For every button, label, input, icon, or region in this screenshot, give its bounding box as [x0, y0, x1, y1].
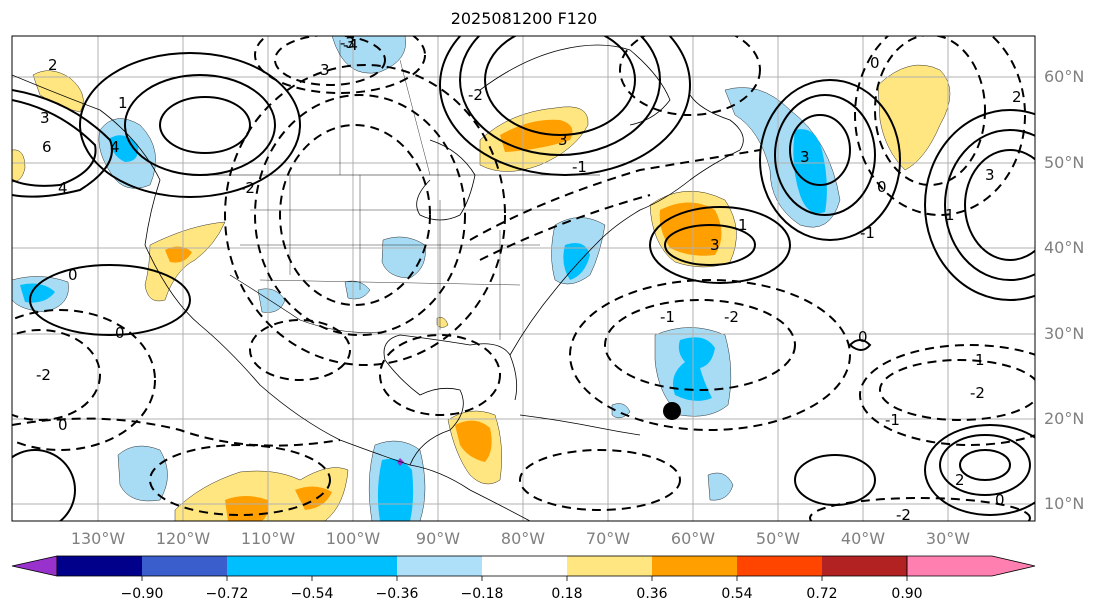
- contour-label: 4: [110, 138, 120, 156]
- contour-label: 4: [58, 179, 68, 197]
- contour-label: 3: [800, 148, 810, 166]
- colorbar-high-extension: [906, 555, 1036, 577]
- map-area: 4 2 1 3 6 4 -2 0 3 3 -3 -4 -2 -1 3 1 3 0…: [12, 34, 1035, 524]
- contour-label: 1: [945, 206, 955, 224]
- lon-label: 70°W: [585, 529, 631, 548]
- contour-label: 3: [320, 61, 330, 79]
- contour-value-labels: 4 2 1 3 6 4 -2 0 3 3 -3 -4 -2 -1 3 1 3 0…: [36, 34, 1022, 524]
- lon-label: 100°W: [325, 529, 381, 548]
- contour-label: -4: [343, 36, 358, 54]
- contour-label: 0: [115, 324, 125, 342]
- lon-label: 130°W: [70, 529, 126, 548]
- lon-label: 80°W: [500, 529, 546, 548]
- colorbar-tick-label: 0.72: [806, 586, 838, 602]
- contour-label: 3: [710, 236, 720, 254]
- lat-label: 60°N: [1044, 67, 1085, 86]
- contour-label: 0: [58, 416, 68, 434]
- contour-label: 1: [118, 94, 128, 112]
- colorbar-tick-label: −0.18: [460, 586, 504, 602]
- contour-label: 6: [42, 138, 52, 156]
- coastlines: [12, 40, 744, 521]
- colorbar: [11, 555, 1036, 581]
- colorbar-low-extension: [11, 555, 58, 577]
- colorbar-tick-label: 0.36: [636, 586, 668, 602]
- contour-label: -2: [896, 506, 911, 524]
- contour-label: -3: [340, 34, 355, 52]
- contour-label: 3: [558, 131, 568, 149]
- contour-label: -2: [724, 308, 739, 326]
- contour-label: 0: [995, 491, 1005, 509]
- lon-label: 60°W: [670, 529, 716, 548]
- lon-label: 90°W: [415, 529, 461, 548]
- contour-label: -2: [970, 384, 985, 402]
- map-title: 2025081200 F120: [450, 9, 598, 28]
- contour-lines: [12, 36, 1035, 521]
- contour-label: -1: [572, 158, 587, 176]
- shaded-anomaly-patches: [12, 36, 951, 521]
- contour-label: 1: [738, 216, 748, 234]
- colorbar-tick-label: −0.54: [290, 586, 334, 602]
- contour-label: 2: [955, 471, 965, 489]
- contour-label: -2: [36, 366, 51, 384]
- lat-label: 20°N: [1044, 409, 1085, 428]
- lon-label: 30°W: [925, 529, 971, 548]
- contour-label: -1: [885, 411, 900, 429]
- contour-label: 0: [68, 266, 78, 284]
- contour-label: 0: [858, 328, 868, 346]
- colorbar-tick-label: −0.36: [375, 586, 419, 602]
- map-border: [11, 35, 1036, 522]
- lat-label: 10°N: [1044, 494, 1085, 513]
- contour-label: 3: [40, 109, 50, 127]
- colorbar-tick-label: −0.72: [205, 586, 249, 602]
- lon-label: 120°W: [155, 529, 211, 548]
- lon-label: 40°W: [840, 529, 886, 548]
- lon-label: 110°W: [240, 529, 296, 548]
- colorbar-tick-label: −0.90: [120, 586, 164, 602]
- colorbar-tick-label: 0.18: [551, 586, 583, 602]
- contour-label: 0: [870, 54, 880, 72]
- contour-label: 0: [877, 178, 887, 196]
- storm-center-marker: [663, 402, 681, 420]
- colorbar-tick-label: 0.54: [721, 586, 753, 602]
- contour-label: -2: [240, 179, 255, 197]
- contour-label: 1: [975, 351, 985, 369]
- contour-label: -2: [468, 86, 483, 104]
- contour-label: 3: [985, 166, 995, 184]
- lat-label: 50°N: [1044, 153, 1085, 172]
- lat-label: 40°N: [1044, 238, 1085, 257]
- contour-label: 2: [1012, 88, 1022, 106]
- lat-label: 30°N: [1044, 324, 1085, 343]
- lon-label: 50°W: [755, 529, 801, 548]
- contour-label: 2: [48, 56, 58, 74]
- colorbar-tick-label: 0.90: [891, 586, 923, 602]
- contour-label: -1: [660, 308, 675, 326]
- contour-label: -1: [860, 224, 875, 242]
